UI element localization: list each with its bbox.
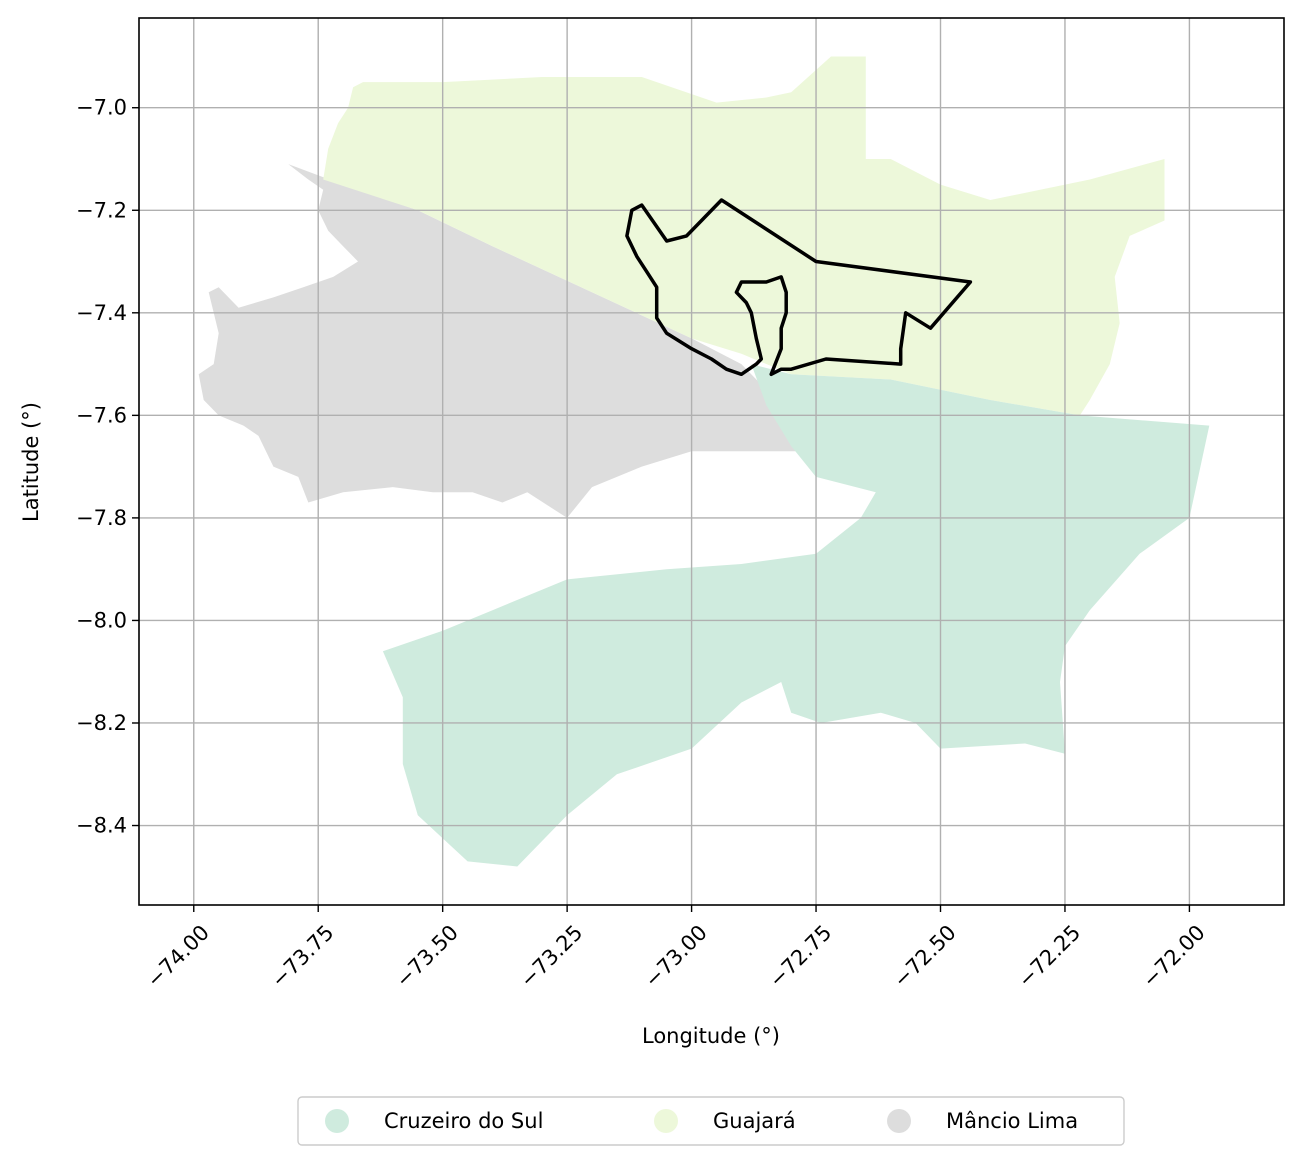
x-tick-label: −73.50 [391, 920, 463, 992]
legend-label-mancio-lima: Mâncio Lima [946, 1109, 1078, 1133]
y-axis-ticks: −7.0 −7.2 −7.4 −7.6 −7.8 −8.0 −8.2 −8.4 [76, 96, 139, 838]
legend-marker-guajara [654, 1109, 678, 1133]
legend-marker-mancio-lima [887, 1109, 911, 1133]
legend-box [297, 1096, 1125, 1146]
plot-frame [138, 17, 1285, 906]
grid-layer [139, 18, 1284, 905]
y-tick-label: −7.2 [76, 198, 127, 222]
x-axis-ticks: −74.00 −73.75 −73.50 −73.25 −73.00 −72.75 −72.… [142, 905, 1210, 992]
x-axis-label: Longitude (°) [642, 1024, 780, 1048]
y-tick-label: −7.8 [76, 506, 127, 530]
x-tick-label: −74.00 [142, 920, 214, 992]
y-tick-label: −7.0 [76, 96, 127, 120]
region-guajara [323, 56, 1165, 416]
legend-label-guajara: Guajará [713, 1109, 796, 1133]
legend-marker-cruzeiro-do-sul [325, 1109, 349, 1133]
x-tick-label: −73.75 [267, 920, 339, 992]
x-tick-label: −73.00 [640, 920, 712, 992]
x-tick-label: −72.00 [1138, 920, 1210, 992]
x-tick-label: −72.50 [889, 920, 961, 992]
regions-layer [198, 56, 1210, 867]
legend-label-cruzeiro-do-sul: Cruzeiro do Sul [384, 1109, 543, 1133]
x-tick-label: −73.25 [515, 920, 587, 992]
region-cruzeiro-do-sul [382, 364, 1210, 867]
x-tick-label: −72.25 [1013, 920, 1085, 992]
legend: Cruzeiro do Sul Guajará Mâncio Lima [297, 1096, 1125, 1146]
boundary-outline [625, 198, 973, 377]
y-tick-label: −8.2 [76, 711, 127, 735]
x-tick-label: −72.75 [764, 920, 836, 992]
y-tick-label: −7.4 [76, 301, 127, 325]
y-tick-label: −8.0 [76, 608, 127, 632]
y-tick-label: −8.4 [76, 814, 127, 838]
y-tick-label: −7.6 [76, 403, 127, 427]
region-mancio-lima [198, 164, 807, 518]
y-axis-label: Latitude (°) [19, 402, 43, 522]
outline-layer [625, 198, 973, 377]
